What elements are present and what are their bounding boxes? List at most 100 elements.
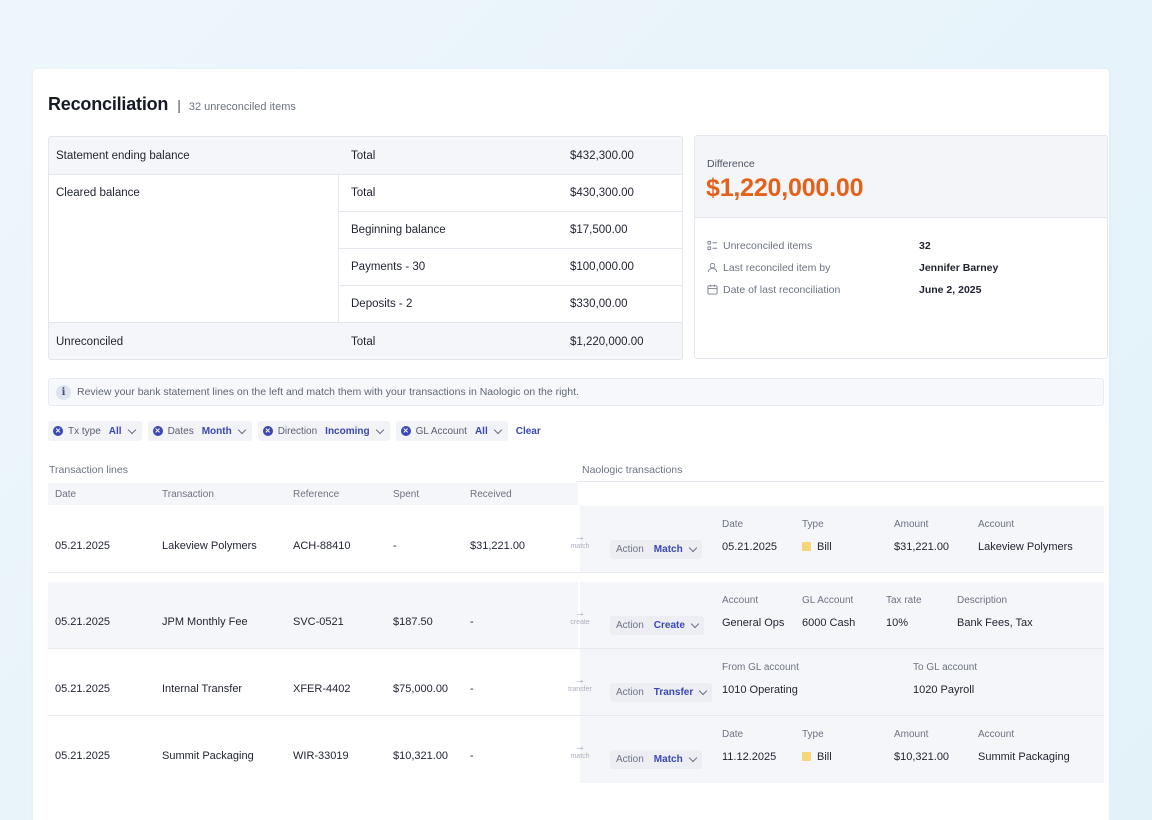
- meta-label: Date of last reconciliation: [723, 284, 841, 296]
- cleared-sub: Beginning balance: [351, 223, 446, 236]
- table-row[interactable]: 05.21.2025 Internal Transfer XFER-4402 $…: [48, 649, 1104, 716]
- remove-filter-icon[interactable]: ✕: [53, 426, 63, 436]
- detail-label: Amount: [894, 519, 929, 530]
- row-transaction: Internal Transfer: [162, 683, 243, 695]
- filter-chip-direction[interactable]: ✕ Direction Incoming: [257, 421, 390, 441]
- meta-unreconciled-items: Unreconciled items 32: [707, 239, 1097, 255]
- detail-label: Account: [978, 729, 1015, 740]
- filter-value: Month: [201, 425, 232, 437]
- arrow-right-icon: →: [574, 531, 586, 543]
- meta-label: Last reconciled item by: [723, 262, 831, 274]
- table-row[interactable]: 05.21.2025 JPM Monthly Fee SVC-0521 $187…: [48, 582, 1104, 649]
- row-transaction: JPM Monthly Fee: [162, 616, 248, 628]
- user-icon: [707, 262, 718, 273]
- reconciliation-card: Reconciliation | 32 unreconciled items S…: [33, 69, 1109, 820]
- cleared-value: $100,000.00: [570, 260, 634, 273]
- chevron-down-icon: [688, 543, 697, 553]
- detail-value: Lakeview Polymers: [978, 541, 1073, 553]
- detail-value: 11.12.2025: [722, 751, 777, 763]
- statement-value: $432,300.00: [570, 149, 634, 162]
- difference-label: Difference: [707, 158, 755, 170]
- filter-value: Incoming: [325, 425, 370, 437]
- clear-filters-button[interactable]: Clear: [515, 425, 541, 437]
- row-date: 05.21.2025: [55, 750, 111, 762]
- filter-chip-gl-account[interactable]: ✕ GL Account All: [395, 421, 508, 441]
- remove-filter-icon[interactable]: ✕: [400, 426, 411, 436]
- action-dropdown[interactable]: Action Transfer: [610, 683, 713, 702]
- detail-value: 1010 Operating: [722, 684, 798, 696]
- detail-label: Tax rate: [886, 595, 922, 606]
- detail-label: Date: [722, 519, 744, 530]
- detail-label: Account: [722, 595, 759, 606]
- filter-label: Direction: [277, 425, 318, 437]
- statement-row: Statement ending balance Total $432,300.…: [49, 137, 682, 174]
- action-dropdown[interactable]: Action Create: [610, 616, 704, 635]
- transfer-arrow: → transfer: [560, 674, 600, 694]
- column-header: Received: [470, 489, 512, 500]
- row-reference: SVC-0521: [293, 616, 344, 628]
- detail-value: Bill: [817, 751, 832, 763]
- filter-label: Dates: [167, 425, 194, 437]
- filter-label: GL Account: [415, 425, 467, 437]
- table-row[interactable]: 05.21.2025 Summit Packaging WIR-33019 $1…: [48, 716, 1104, 783]
- detail-label: Account: [978, 519, 1015, 530]
- action-dropdown[interactable]: Action Match: [610, 750, 702, 769]
- row-spent: $187.50: [393, 616, 433, 628]
- row-received: -: [470, 750, 474, 762]
- chevron-down-icon: [237, 425, 246, 434]
- chevron-down-icon: [690, 619, 700, 629]
- cleared-value: $330,00.00: [570, 297, 628, 310]
- cleared-sub: Payments - 30: [351, 260, 426, 273]
- statement-sub: Total: [351, 149, 376, 162]
- bill-type-swatch: [802, 752, 811, 761]
- detail-value: 10%: [886, 617, 909, 629]
- action-dropdown[interactable]: Action Match: [610, 540, 702, 559]
- balance-summary-table: Statement ending balance Total $432,300.…: [48, 136, 683, 360]
- deposits-row: Deposits - 2 $330,00.00: [49, 285, 682, 322]
- row-spent: $75,000.00: [393, 683, 449, 695]
- detail-value: Bill: [817, 541, 832, 553]
- banner-text: Review your bank statement lines on the …: [77, 386, 579, 398]
- row-received: $31,221.00: [470, 540, 526, 552]
- detail-label: Date: [722, 729, 744, 740]
- detail-value: Bank Fees, Tax: [957, 617, 1033, 629]
- list-icon: [707, 240, 718, 251]
- detail-label: Amount: [894, 729, 929, 740]
- row-received: -: [470, 616, 474, 628]
- unreconciled-row: Unreconciled Total $1,220,000.00: [49, 323, 682, 359]
- meta-value: 32: [919, 240, 931, 252]
- meta-value: Jennifer Barney: [919, 262, 999, 274]
- filter-chip-tx-type[interactable]: ✕ Tx type All: [48, 421, 142, 441]
- row-reference: ACH-88410: [293, 540, 351, 552]
- cleared-block: Cleared balance: [49, 174, 682, 322]
- row-transaction: Lakeview Polymers: [162, 540, 257, 552]
- unreconciled-label: Unreconciled: [56, 336, 124, 348]
- filter-value: All: [108, 425, 122, 437]
- remove-filter-icon[interactable]: ✕: [152, 426, 163, 436]
- info-icon: i: [56, 384, 71, 400]
- page-header: Reconciliation | 32 unreconciled items: [48, 94, 296, 114]
- chevron-down-icon: [688, 753, 697, 763]
- chevron-down-icon: [699, 686, 708, 696]
- row-transaction: Summit Packaging: [162, 750, 254, 762]
- filter-value: All: [474, 425, 488, 437]
- filter-bar: ✕ Tx type All ✕ Dates Month ✕ Direction …: [48, 421, 541, 441]
- arrow-right-icon: →: [574, 741, 586, 753]
- column-header: Reference: [293, 489, 340, 500]
- page-title: Reconciliation: [48, 94, 169, 114]
- filter-chip-dates[interactable]: ✕ Dates Month: [147, 421, 252, 441]
- table-row[interactable]: 05.21.2025 Lakeview Polymers ACH-88410 -…: [48, 506, 1104, 573]
- arrow-label: transfer: [568, 686, 592, 693]
- naologic-create-panel: Action Create Account General Ops GL Acc…: [580, 582, 1104, 649]
- difference-value: $1,220,000.00: [706, 174, 864, 202]
- unreconciled-sub: Total: [351, 336, 376, 348]
- create-arrow: → create: [560, 608, 600, 627]
- arrow-label: match: [570, 543, 590, 550]
- page-subtitle: 32 unreconciled items: [188, 101, 296, 113]
- meta-last-reconciled-by: Last reconciled item by Jennifer Barney: [707, 261, 1097, 277]
- arrow-right-icon: →: [574, 674, 586, 686]
- remove-filter-icon[interactable]: ✕: [262, 426, 273, 436]
- match-arrow: → match: [560, 531, 600, 551]
- detail-value: 6000 Cash: [802, 617, 856, 629]
- detail-value: Summit Packaging: [978, 751, 1070, 763]
